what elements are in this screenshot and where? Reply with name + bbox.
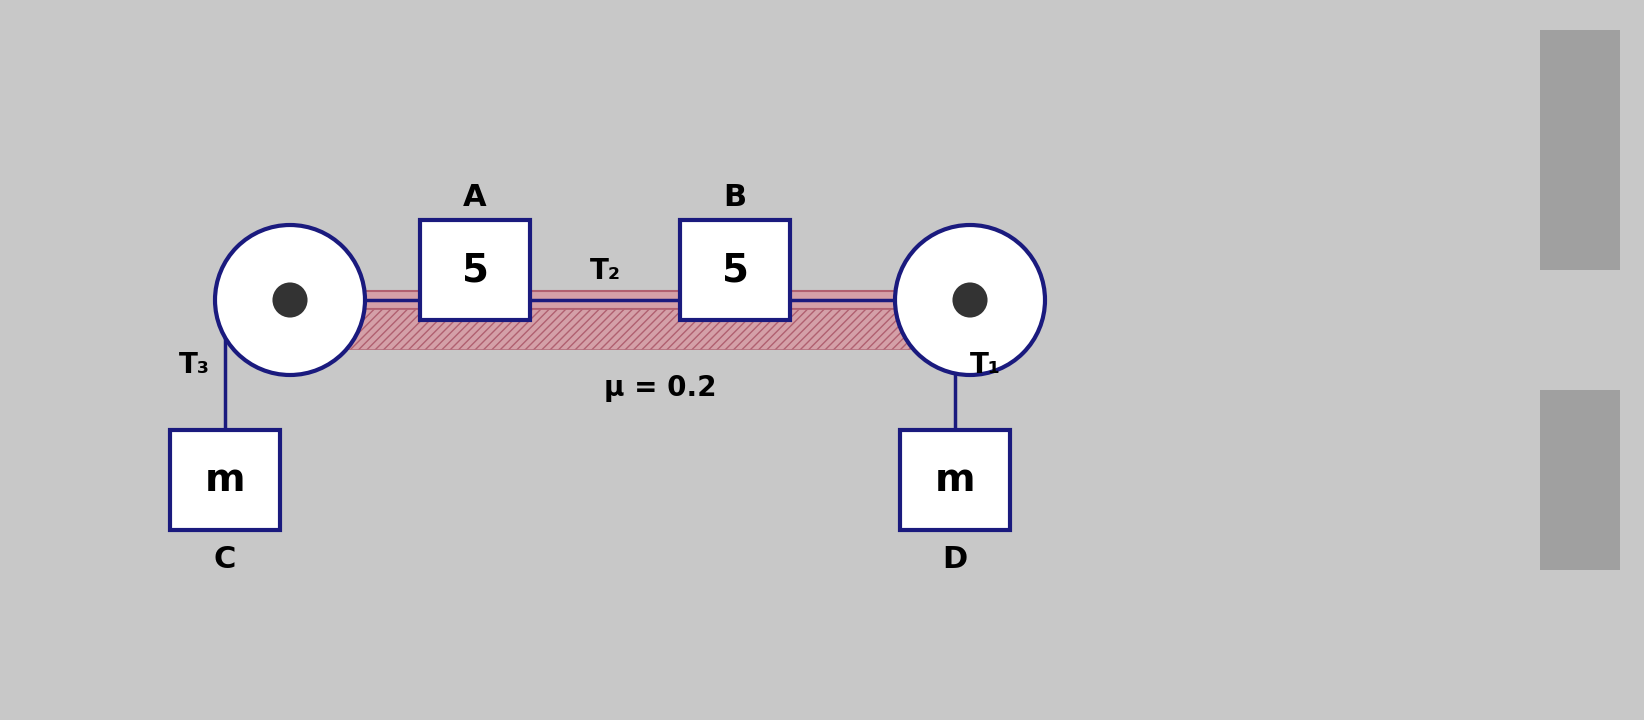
Circle shape — [894, 225, 1046, 375]
Text: m: m — [935, 461, 975, 499]
Bar — [1540, 30, 1619, 270]
Text: B: B — [723, 183, 746, 212]
Text: A: A — [464, 183, 487, 212]
Text: m: m — [206, 461, 245, 499]
Bar — [169, 430, 279, 530]
Text: 5: 5 — [462, 251, 488, 289]
Bar — [419, 220, 529, 320]
Bar — [289, 291, 970, 309]
Text: 5: 5 — [722, 251, 748, 289]
Text: T₃: T₃ — [179, 351, 210, 379]
Text: D: D — [942, 545, 968, 574]
Bar — [289, 309, 970, 349]
Text: T₂: T₂ — [590, 257, 620, 285]
Bar — [1540, 390, 1619, 570]
Text: C: C — [214, 545, 237, 574]
Text: μ = 0.2: μ = 0.2 — [603, 374, 717, 402]
Circle shape — [273, 284, 306, 317]
Bar — [899, 430, 1009, 530]
Text: T₁: T₁ — [970, 351, 1001, 379]
Circle shape — [215, 225, 365, 375]
Circle shape — [954, 284, 986, 317]
Bar — [681, 220, 791, 320]
